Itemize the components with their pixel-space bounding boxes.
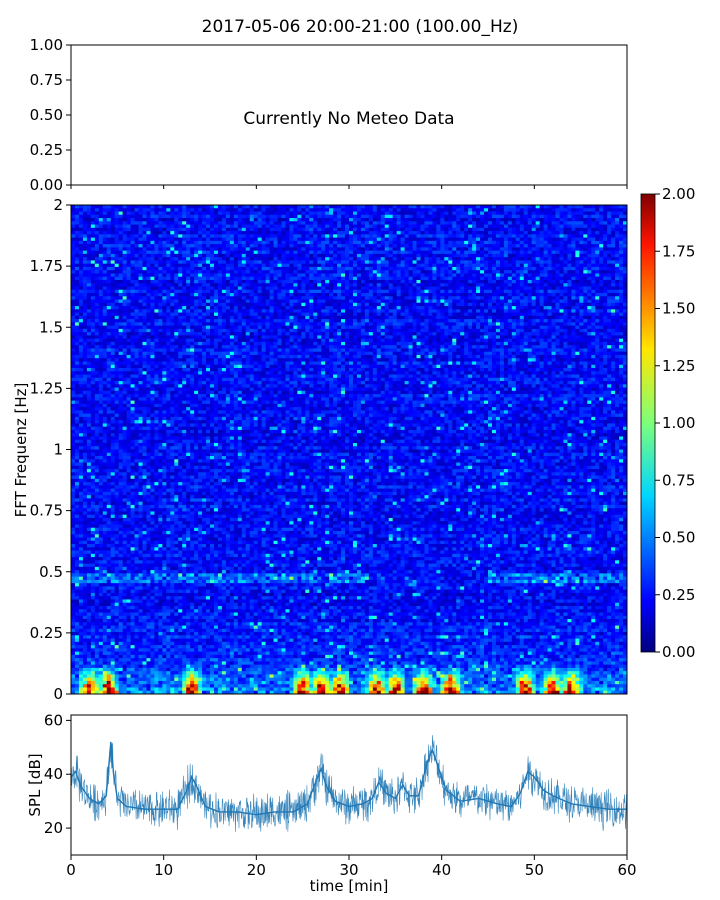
meteo-no-data-annotation: Currently No Meteo Data <box>243 109 454 129</box>
meteo-y-tick-label: 0.75 <box>30 71 63 89</box>
meteo-y-tick-label: 1.00 <box>30 36 63 54</box>
meteo-y-tick-label: 0.50 <box>30 106 63 124</box>
figure-title: 2017-05-06 20:00-21:00 (100.00_Hz) <box>202 17 519 37</box>
meteo-y-tick-label: 0.00 <box>30 176 63 194</box>
meteo-y-ticks: 0.00 0.25 0.50 0.75 1.00 <box>30 36 71 194</box>
meteo-y-tick-label: 0.25 <box>30 141 63 159</box>
meteo-panel: Currently No Meteo Data 0.00 0.25 0.50 0.75… <box>30 36 627 194</box>
spectrogram-heatmap <box>71 205 628 695</box>
meteo-x-ticks <box>71 185 627 189</box>
